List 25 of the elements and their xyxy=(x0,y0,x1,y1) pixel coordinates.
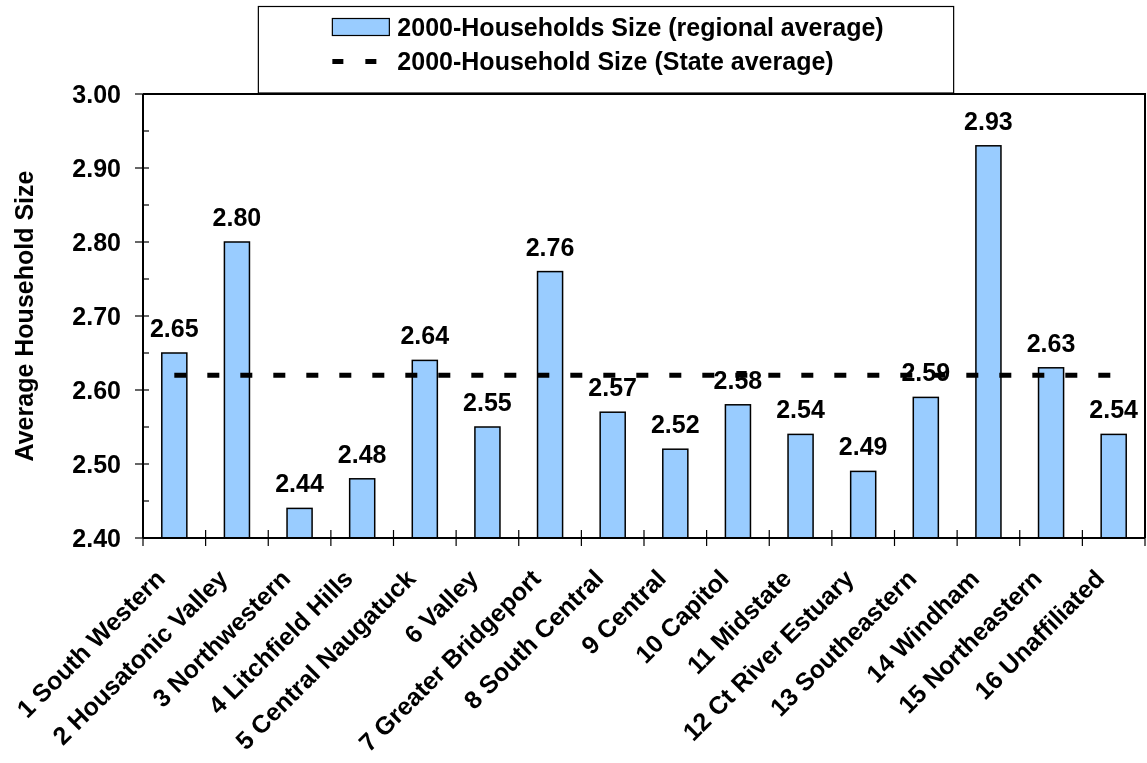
data-label: 2.54 xyxy=(1089,395,1139,424)
data-label: 2.58 xyxy=(713,365,763,394)
data-label: 2.48 xyxy=(337,439,387,468)
data-label: 2.55 xyxy=(463,388,512,416)
data-label: 2.49 xyxy=(838,432,888,461)
y-tick-label: 2.70 xyxy=(72,301,121,330)
data-label: 2.44 xyxy=(275,469,324,498)
data-label: 2.65 xyxy=(149,314,199,342)
data-label: 2.52 xyxy=(650,410,700,439)
legend-label: 2000-Households Size (regional average) xyxy=(397,12,884,41)
data-label: 2.54 xyxy=(776,395,825,424)
y-tick-label: 2.90 xyxy=(72,153,121,182)
y-tick-label: 2.40 xyxy=(72,523,121,552)
y-tick-label: 2.80 xyxy=(72,227,121,256)
data-label: 2.80 xyxy=(212,203,262,231)
data-label: 2.57 xyxy=(588,373,638,402)
y-tick-label: 2.50 xyxy=(72,449,121,478)
data-label: 2.93 xyxy=(964,106,1013,135)
data-label: 2.64 xyxy=(400,321,450,350)
y-tick-label: 3.00 xyxy=(72,79,121,108)
data-label: 2.76 xyxy=(525,232,575,261)
legend-label: 2000-Household Size (State average) xyxy=(397,47,834,76)
data-label: 2.63 xyxy=(1026,328,1076,357)
y-tick-label: 2.60 xyxy=(72,375,121,404)
y-axis-title: Average Household Size xyxy=(9,170,38,462)
